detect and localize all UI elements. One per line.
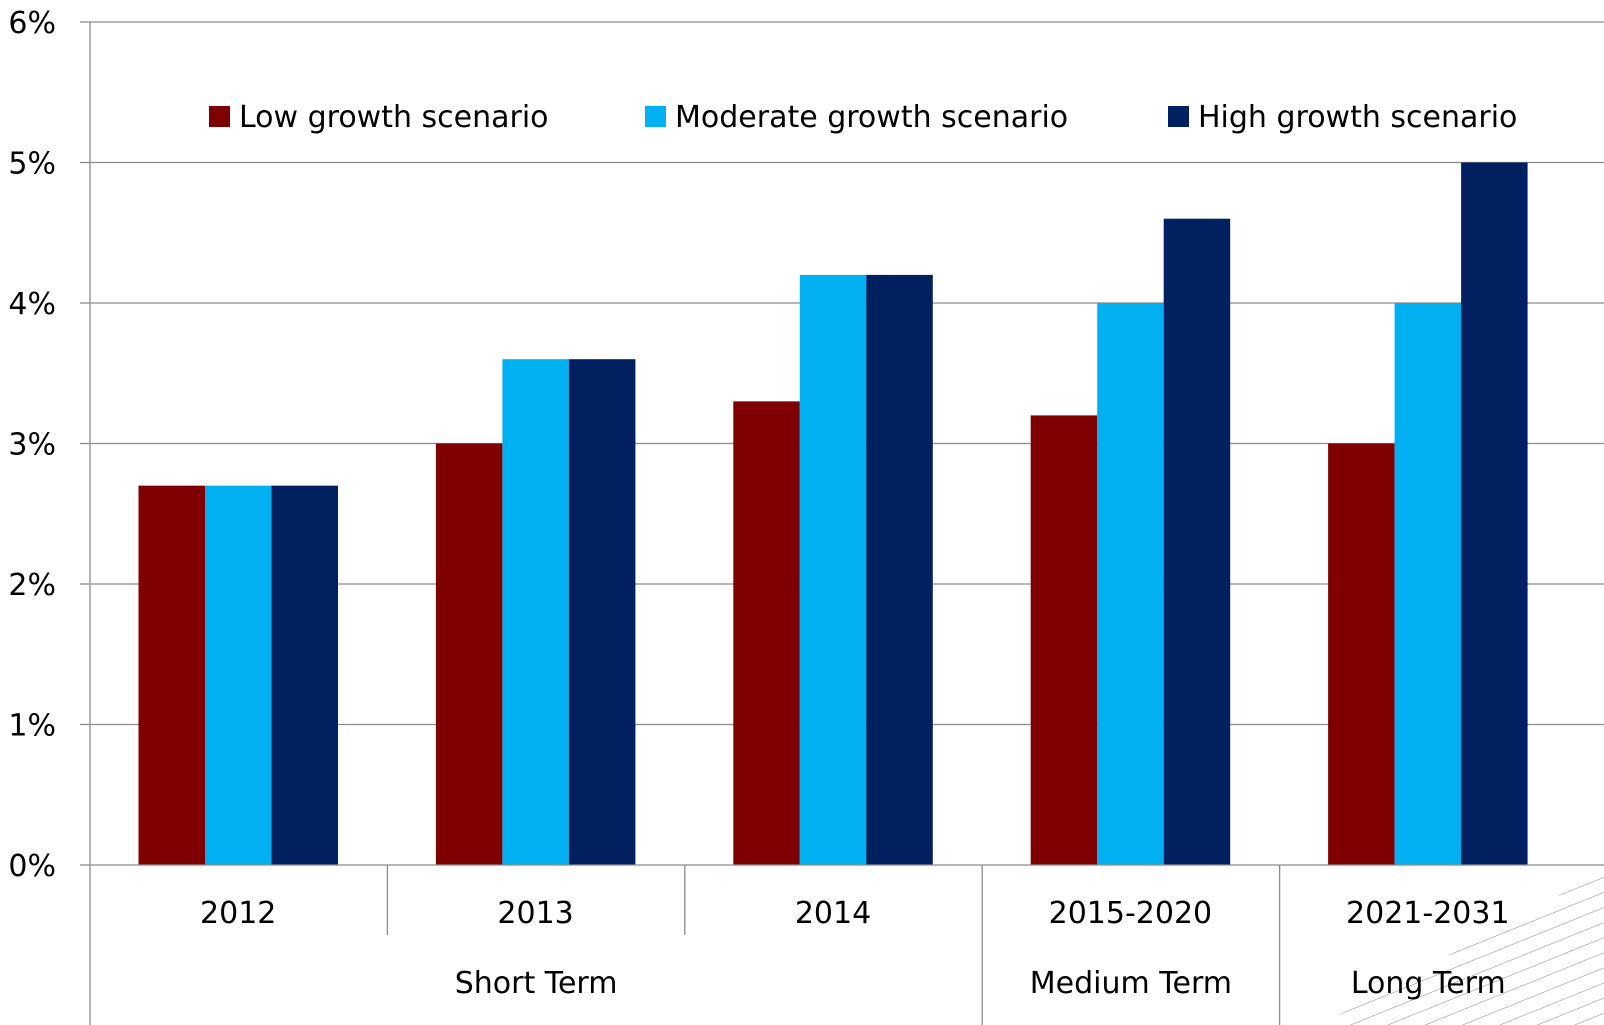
bar-low-growth-scenario-2014 (733, 401, 800, 865)
bar-low-growth-scenario-2012 (138, 485, 205, 865)
legend-swatch-moderate-growth-scenario (645, 106, 666, 127)
y-tick-label: 6% (8, 6, 56, 41)
group-label-short-term: Short Term (455, 966, 618, 1001)
bar-moderate-growth-scenario-2013 (502, 359, 569, 865)
x-tick-label-2013: 2013 (497, 896, 573, 931)
legend-swatch-low-growth-scenario (209, 106, 230, 127)
legend: Low growth scenario Moderate growth scena… (209, 100, 1517, 135)
y-tick-label: 3% (8, 428, 56, 463)
x-tick-label-2021-2031: 2021-2031 (1346, 896, 1510, 931)
bar-high-growth-scenario-2012 (271, 485, 338, 865)
y-tick-label: 5% (8, 147, 56, 182)
bar-moderate-growth-scenario-2021-2031 (1394, 303, 1462, 865)
bar-high-growth-scenario-2015-2020 (1163, 218, 1231, 865)
group-label-long-term: Long Term (1351, 966, 1506, 1001)
bar-low-growth-scenario-2021-2031 (1328, 443, 1395, 865)
legend-label-high-growth-scenario: High growth scenario (1198, 100, 1517, 135)
bar-moderate-growth-scenario-2012 (205, 485, 272, 865)
x-tick-label-2014: 2014 (795, 896, 871, 931)
y-tick-label: 2% (8, 568, 56, 603)
x-tick-label-2015-2020: 2015-2020 (1049, 896, 1213, 931)
bar-high-growth-scenario-2014 (866, 274, 933, 865)
bar-high-growth-scenario-2021-2031 (1461, 162, 1528, 865)
legend-label-moderate-growth-scenario: Moderate growth scenario (675, 100, 1068, 135)
axis-labels: 0% 1% 2% 3% 4% 5% 6% 2012 2013 2014 2015-2020 2021-… (8, 6, 1509, 1001)
bar-moderate-growth-scenario-2014 (799, 274, 867, 865)
bar-moderate-growth-scenario-2015-2020 (1097, 303, 1164, 865)
legend-label-low-growth-scenario: Low growth scenario (239, 100, 549, 135)
bar-low-growth-scenario-2015-2020 (1030, 415, 1098, 865)
y-tick-label: 1% (8, 709, 56, 744)
axes (80, 21, 1604, 1025)
legend-swatch-high-growth-scenario (1168, 106, 1189, 127)
bars (138, 162, 1528, 865)
y-tick-label: 4% (8, 287, 56, 322)
y-tick-label: 0% (8, 849, 56, 884)
bar-low-growth-scenario-2013 (435, 443, 503, 865)
x-tick-label-2012: 2012 (200, 896, 276, 931)
bar-high-growth-scenario-2013 (568, 359, 636, 865)
group-label-medium-term: Medium Term (1030, 966, 1232, 1001)
